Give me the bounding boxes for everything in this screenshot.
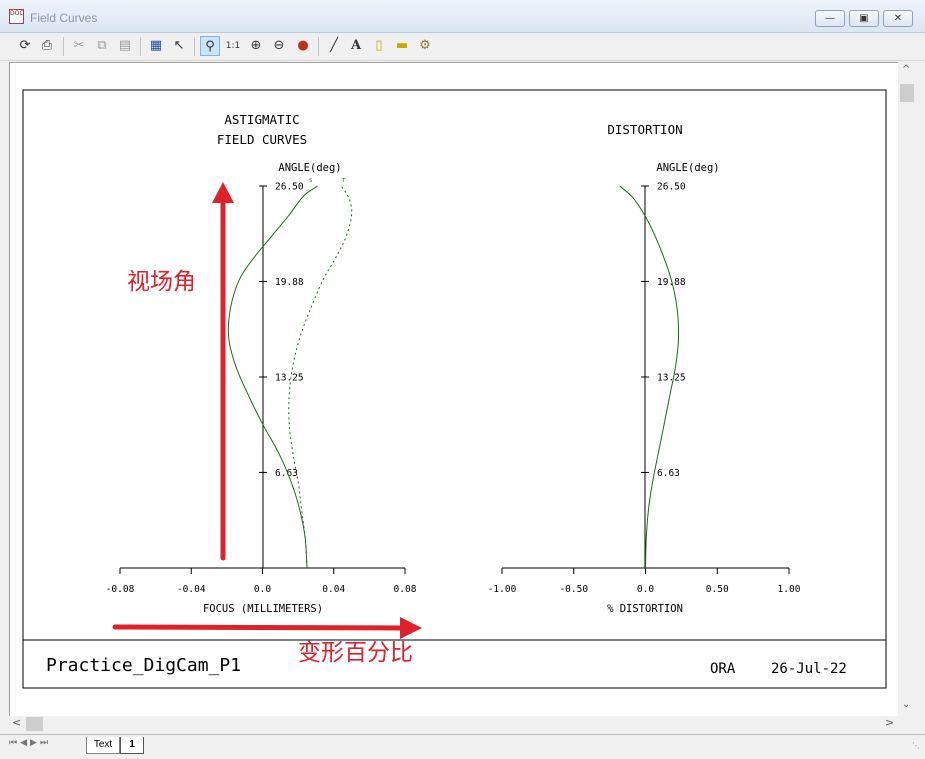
astig-y-tick-label: 26.50 [275, 182, 304, 193]
astig-y-tick-label: 6.63 [275, 468, 298, 479]
astig-x-tick-label: 0.0 [254, 584, 271, 595]
distortion-y-tick-label: 26.50 [657, 182, 686, 193]
astig-x-tick-label: 0.08 [394, 584, 417, 595]
astig-axes: -0.08 -0.04 0.0 0.04 0.08 6.63 13.25 19.88 26.50 [106, 182, 417, 596]
distortion-series [619, 185, 680, 569]
settings-icon[interactable]: ⚙ [419, 38, 431, 53]
vertical-scrollbar[interactable]: ^ ⌄ [898, 62, 916, 716]
astig-x-tick-label: 0.04 [322, 584, 345, 595]
line-icon[interactable]: ╱ [330, 38, 338, 53]
plot-canvas [9, 62, 898, 716]
window-title: Field Curves [30, 11, 98, 25]
refresh-icon[interactable]: ⟳ [19, 38, 31, 53]
astig-series-t [288, 185, 353, 569]
distortion-y-tick-label: 6.63 [657, 468, 680, 479]
distortion-y-tick-label: 19.88 [657, 277, 686, 288]
zoom-1to1-icon[interactable]: 1:1 [225, 41, 241, 51]
distortion-xlabel: % DISTORTION [607, 603, 683, 615]
save-icon[interactable]: ▦ [149, 38, 163, 53]
annotation-field-angle: 视场角 [127, 269, 196, 295]
annotation-distortion-percent: 变形百分比 [298, 640, 413, 666]
document-icon: DOC [9, 9, 24, 24]
distortion-x-tick-label: 1.00 [778, 584, 801, 595]
footer-date: 26-Jul-22 [771, 661, 847, 677]
distortion-x-tick-label: 0.50 [706, 584, 729, 595]
plot-frame [22, 89, 887, 689]
distortion-ylabel: ANGLE(deg) [656, 162, 719, 174]
distortion-y-tick-label: 13.25 [657, 373, 686, 384]
tangential-label: T [342, 178, 346, 184]
astig-title-line2: FIELD CURVES [217, 132, 307, 147]
tab-page-1[interactable]: 1 [120, 737, 144, 754]
maximize-button[interactable]: ▣ [849, 10, 879, 27]
astig-x-tick-label: -0.04 [177, 584, 206, 595]
scroll-up-icon[interactable]: ^ [902, 64, 911, 75]
toolbar-separator [318, 37, 319, 56]
sheet-tabs-bar: ⏮◀▶⏭ Text 1 ⋱ [0, 734, 925, 759]
copy-icon[interactable]: ⧉ [97, 38, 107, 53]
horizontal-scroll-thumb[interactable] [26, 717, 43, 731]
astig-series-s [227, 185, 318, 569]
astig-series [227, 185, 353, 569]
horizontal-scrollbar[interactable]: < > [9, 716, 898, 733]
astig-y-tick-label: 13.25 [275, 373, 304, 384]
tab-nav-icons[interactable]: ⏮◀▶⏭ [9, 738, 52, 748]
scroll-right-icon[interactable]: > [885, 716, 895, 729]
ruler-icon[interactable]: ▬ [395, 38, 409, 53]
zoom-in-icon[interactable]: ⊕ [250, 38, 262, 53]
toolbar-separator [63, 37, 64, 56]
cut-icon[interactable]: ✂ [73, 38, 85, 53]
footer-name: Practice_DigCam_P1 [46, 655, 241, 676]
scroll-left-icon[interactable]: < [12, 716, 22, 729]
zoom-window-icon[interactable]: ⚲ [200, 36, 220, 56]
title-bar: DOC Field Curves — ▣ ✕ [0, 0, 925, 33]
print-icon[interactable]: ⎙ [41, 38, 53, 53]
astig-xlabel: FOCUS (MILLIMETERS) [203, 603, 323, 615]
horizontal-arrow-shaft [112, 624, 403, 631]
astig-title-line1: ASTIGMATIC [224, 112, 299, 127]
horizontal-arrow-head [400, 617, 422, 639]
distortion-title: DISTORTION [607, 122, 682, 137]
distortion-x-tick-label: 0.0 [637, 584, 654, 595]
toolbar-separator [194, 37, 195, 56]
distortion-series-line [619, 185, 680, 569]
pin-icon[interactable]: ● [297, 38, 309, 53]
sagittal-label: S [309, 178, 312, 184]
toolbar: ⟳ ⎙ ✂ ⧉ ▤ ▦ ↖ ⚲ 1:1 ⊕ ⊖ ● ╱ A ▯ ▬ ⚙ [0, 33, 925, 61]
text-icon[interactable]: A [350, 38, 362, 53]
astig-y-tick-label: 19.88 [275, 277, 304, 288]
vertical-scroll-thumb[interactable] [900, 84, 914, 102]
toolbar-separator [140, 37, 141, 56]
eraser-icon[interactable]: ▯ [375, 38, 383, 53]
distortion-axes: -1.00 -0.50 0.0 0.50 1.00 6.63 13.25 19.88 26.50 [488, 182, 801, 596]
annotation-horizontal-arrow [112, 617, 422, 639]
vertical-arrow-head [212, 182, 234, 203]
minimize-button[interactable]: — [815, 10, 845, 27]
zoom-out-icon[interactable]: ⊖ [273, 38, 285, 53]
annotation-vertical-arrow [212, 182, 234, 561]
scroll-down-icon[interactable]: ⌄ [902, 699, 911, 710]
distortion-x-tick-label: -1.00 [488, 584, 517, 595]
footer-org: ORA [710, 661, 736, 677]
resize-grip-icon[interactable]: ⋱ [912, 741, 920, 750]
close-button[interactable]: ✕ [883, 10, 913, 27]
astig-x-tick-label: -0.08 [106, 584, 135, 595]
tab-text[interactable]: Text [86, 737, 120, 754]
astig-ylabel: ANGLE(deg) [278, 162, 341, 174]
distortion-x-tick-label: -0.50 [559, 584, 588, 595]
paste-icon[interactable]: ▤ [118, 38, 132, 53]
pointer-icon[interactable]: ↖ [173, 38, 185, 53]
